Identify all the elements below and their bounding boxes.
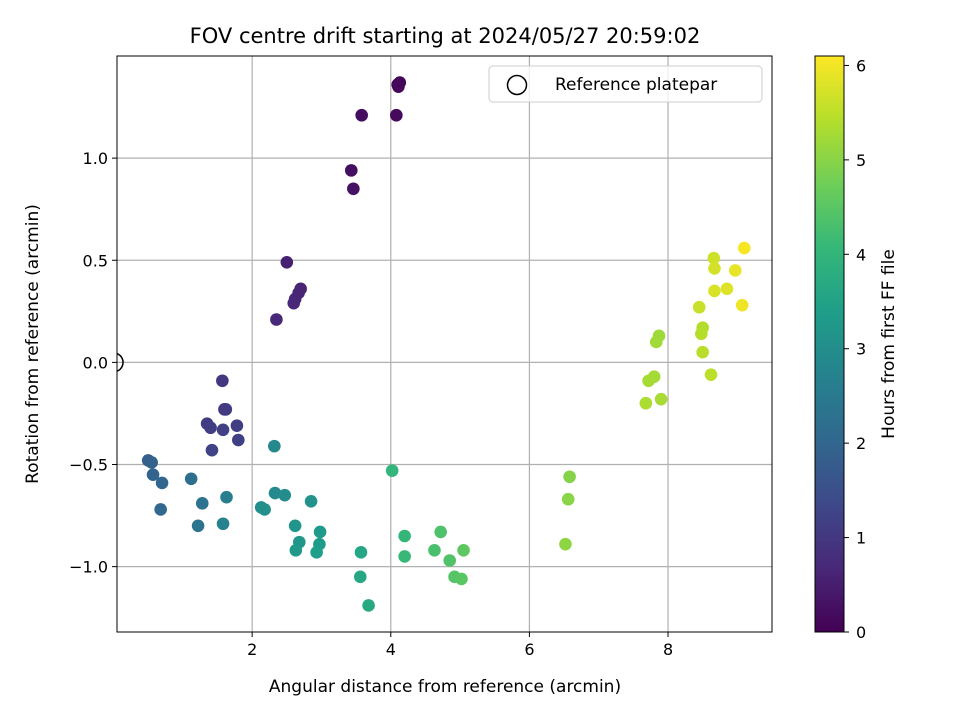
x-axis-label: Angular distance from reference (arcmin): [269, 677, 621, 697]
data-point: [639, 396, 653, 410]
data-point: [735, 298, 749, 312]
grid: [117, 56, 772, 632]
data-point: [642, 374, 655, 388]
data-point: [385, 464, 399, 477]
data-point: [708, 262, 721, 275]
data-point: [268, 486, 282, 500]
data-point: [398, 550, 411, 563]
data-point: [216, 423, 230, 437]
reference-marker-group: [117, 352, 124, 373]
data-point: [428, 543, 441, 557]
data-point: [561, 492, 575, 506]
y-tick-label: 0.0: [83, 353, 108, 372]
data-point: [559, 537, 572, 551]
data-point: [457, 543, 470, 557]
data-point: [344, 164, 358, 177]
data-point: [216, 374, 229, 388]
data-point: [204, 421, 217, 435]
legend-entry-reference: Reference platepar: [555, 75, 717, 95]
y-tick-label: −1.0: [69, 558, 108, 577]
data-point: [146, 468, 160, 482]
x-axis-ticks: 2 4 6 8: [247, 632, 673, 659]
data-point: [737, 241, 751, 255]
data-point: [231, 433, 245, 447]
colorbar-ticks: 0 1 2 3 4 5 6: [844, 56, 866, 642]
data-point: [280, 255, 294, 269]
data-point: [184, 472, 198, 486]
data-point: [728, 264, 742, 277]
colorbar-label: Hours from first FF file: [879, 249, 899, 439]
colorbar-tick-label: 5: [856, 151, 866, 170]
data-point: [347, 182, 360, 196]
data-point: [155, 476, 169, 490]
data-point: [443, 554, 456, 567]
legend-box: [488, 65, 763, 103]
data-point: [355, 108, 368, 122]
data-point: [649, 335, 663, 349]
data-point: [654, 392, 668, 406]
data-point: [704, 368, 718, 381]
x-tick-label: 2: [247, 640, 257, 659]
x-tick-label: 8: [663, 640, 673, 659]
data-point: [278, 488, 292, 502]
data-point: [219, 403, 233, 416]
data-point: [398, 529, 411, 543]
data-point: [310, 546, 323, 559]
colorbar-tick-label: 1: [856, 529, 866, 548]
colorbar-tick-label: 6: [856, 56, 866, 75]
plot-background: [117, 56, 772, 632]
data-point: [390, 108, 403, 122]
y-tick-label: 1.0: [83, 149, 108, 168]
data-point: [708, 284, 721, 298]
data-point: [434, 525, 447, 539]
plot-area: 2 4 6 8 1.0 0.5 0.0 −0.5 −1.0: [69, 55, 773, 659]
data-point: [258, 503, 271, 516]
data-point: [287, 296, 301, 310]
data-point: [720, 282, 734, 296]
data-point: [692, 300, 706, 314]
chart-title: FOV centre drift starting at 2024/05/27 …: [190, 24, 701, 48]
data-point: [288, 519, 302, 533]
data-point: [392, 80, 405, 93]
data-point: [353, 570, 367, 584]
data-point: [268, 439, 281, 453]
y-tick-label: 0.5: [83, 251, 108, 270]
y-axis-ticks: 1.0 0.5 0.0 −0.5 −1.0: [69, 149, 117, 577]
colorbar-tick-label: 3: [856, 340, 866, 359]
x-tick-label: 6: [524, 640, 534, 659]
colorbar-tick-label: 4: [856, 245, 866, 264]
plot-frame: [116, 55, 773, 633]
data-point: [304, 494, 318, 508]
colorbar: 0 1 2 3 4 5 6 Hours from first FF file: [814, 55, 899, 642]
data-point: [362, 599, 375, 612]
data-point: [195, 497, 209, 510]
data-point: [270, 313, 283, 326]
data-point: [354, 546, 368, 559]
data-point: [205, 443, 219, 457]
legend: Reference platepar: [488, 65, 763, 103]
colorbar-tick-label: 2: [856, 434, 866, 453]
colorbar-gradient: [814, 55, 845, 633]
reference-platepar-marker: [117, 352, 124, 373]
x-tick-label: 4: [386, 640, 396, 659]
data-points: [141, 76, 751, 612]
y-axis-label: Rotation from reference (arcmin): [23, 204, 43, 484]
data-point: [695, 327, 708, 341]
data-point: [455, 572, 468, 586]
data-point: [191, 519, 205, 533]
data-point: [154, 503, 167, 516]
colorbar-tick-label: 0: [856, 623, 866, 642]
data-point: [707, 251, 721, 265]
data-point: [216, 517, 230, 531]
data-point: [313, 525, 327, 539]
data-point: [145, 456, 158, 469]
legend-reference-marker-icon: [506, 74, 528, 96]
data-point: [563, 470, 576, 484]
data-point: [696, 345, 709, 359]
y-tick-label: −0.5: [69, 456, 108, 475]
data-point: [230, 419, 244, 433]
data-point: [289, 543, 303, 557]
data-point: [220, 490, 233, 504]
